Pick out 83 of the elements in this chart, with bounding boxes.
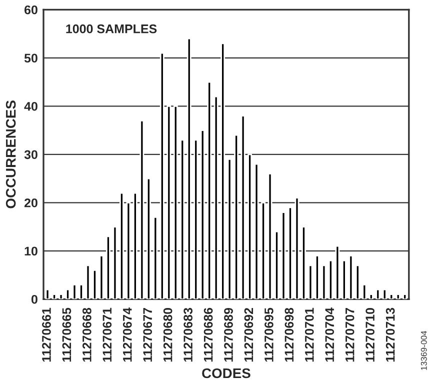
bar (368, 294, 374, 300)
text: 13369-004 (420, 330, 427, 370)
x-tick-label: 11270661 (42, 308, 51, 362)
bar (376, 288, 380, 300)
bar (86, 264, 90, 300)
bar (52, 294, 56, 300)
bar (140, 120, 144, 300)
bar (207, 81, 212, 300)
bar (342, 260, 346, 300)
bar (146, 178, 151, 300)
bar (200, 130, 205, 300)
x-tick-label: 11270710 (366, 308, 374, 362)
bar (261, 202, 266, 300)
y-tick-label: 50 (24, 54, 38, 63)
bar (248, 154, 252, 300)
x-tick-label: 11270692 (244, 308, 254, 362)
bar (58, 294, 64, 300)
bar (180, 139, 185, 300)
bar (112, 226, 118, 300)
bar (302, 226, 306, 300)
bar (281, 212, 286, 300)
bar (335, 245, 340, 300)
bar (362, 284, 367, 300)
bar (288, 206, 292, 300)
bar (186, 38, 192, 300)
bar (173, 105, 178, 300)
bar (220, 42, 226, 300)
bar (214, 96, 218, 300)
y-tick-label: 20 (24, 198, 38, 208)
bar (132, 192, 138, 300)
bar (227, 158, 232, 300)
bar (274, 230, 279, 300)
bar (72, 284, 77, 300)
bar (396, 294, 400, 300)
bar (234, 134, 239, 300)
bar (166, 105, 172, 300)
x-tick-label: 11270671 (102, 308, 112, 362)
x-tick-label: 11270686 (204, 308, 213, 362)
bar (106, 236, 110, 300)
annotation: 1000 SAMPLES (66, 24, 157, 34)
y-tick-label: 10 (24, 246, 38, 256)
x-tick-label: 11270713 (386, 308, 395, 362)
bar (355, 264, 360, 300)
y-tick-label: 30 (24, 150, 38, 160)
x-axis-title: CODES (202, 368, 250, 378)
bar (389, 294, 394, 300)
bar (126, 202, 131, 300)
x-tick-label: 11270704 (325, 308, 334, 362)
x-tick-label: 11270701 (304, 308, 314, 362)
bar (79, 284, 84, 300)
x-tick-label: 11270695 (264, 308, 274, 362)
bar (402, 294, 408, 300)
bar (92, 270, 97, 300)
bar (315, 255, 320, 300)
bar (160, 52, 164, 300)
bar (294, 197, 300, 300)
bar (99, 255, 104, 300)
bar (382, 288, 387, 300)
y-tick-label: 0 (31, 294, 38, 304)
bar (240, 115, 246, 300)
x-tick-label: 11270674 (122, 308, 132, 362)
x-tick-label: 11270707 (345, 308, 354, 362)
bar (153, 216, 158, 300)
bar (268, 173, 272, 300)
bar (45, 288, 50, 300)
y-tick-label: 60 (24, 5, 38, 14)
bar (308, 264, 313, 300)
x-tick-label: 11270677 (143, 308, 152, 362)
x-tick-label: 11270668 (82, 308, 92, 362)
bar (348, 255, 354, 300)
bar (328, 260, 333, 300)
bar (194, 139, 198, 300)
x-tick-label: 11270665 (62, 308, 72, 362)
x-tick-label: 11270698 (284, 308, 294, 362)
x-tick-label: 11270689 (224, 308, 233, 362)
x-tick-label: 11270680 (163, 308, 172, 362)
y-axis-title: OCCURRENCES (6, 100, 16, 208)
bar (119, 192, 124, 300)
bar (66, 288, 70, 300)
x-tick-label: 11270683 (184, 308, 192, 362)
bar (322, 264, 326, 300)
y-tick-label: 40 (24, 102, 38, 111)
bar (254, 163, 259, 300)
